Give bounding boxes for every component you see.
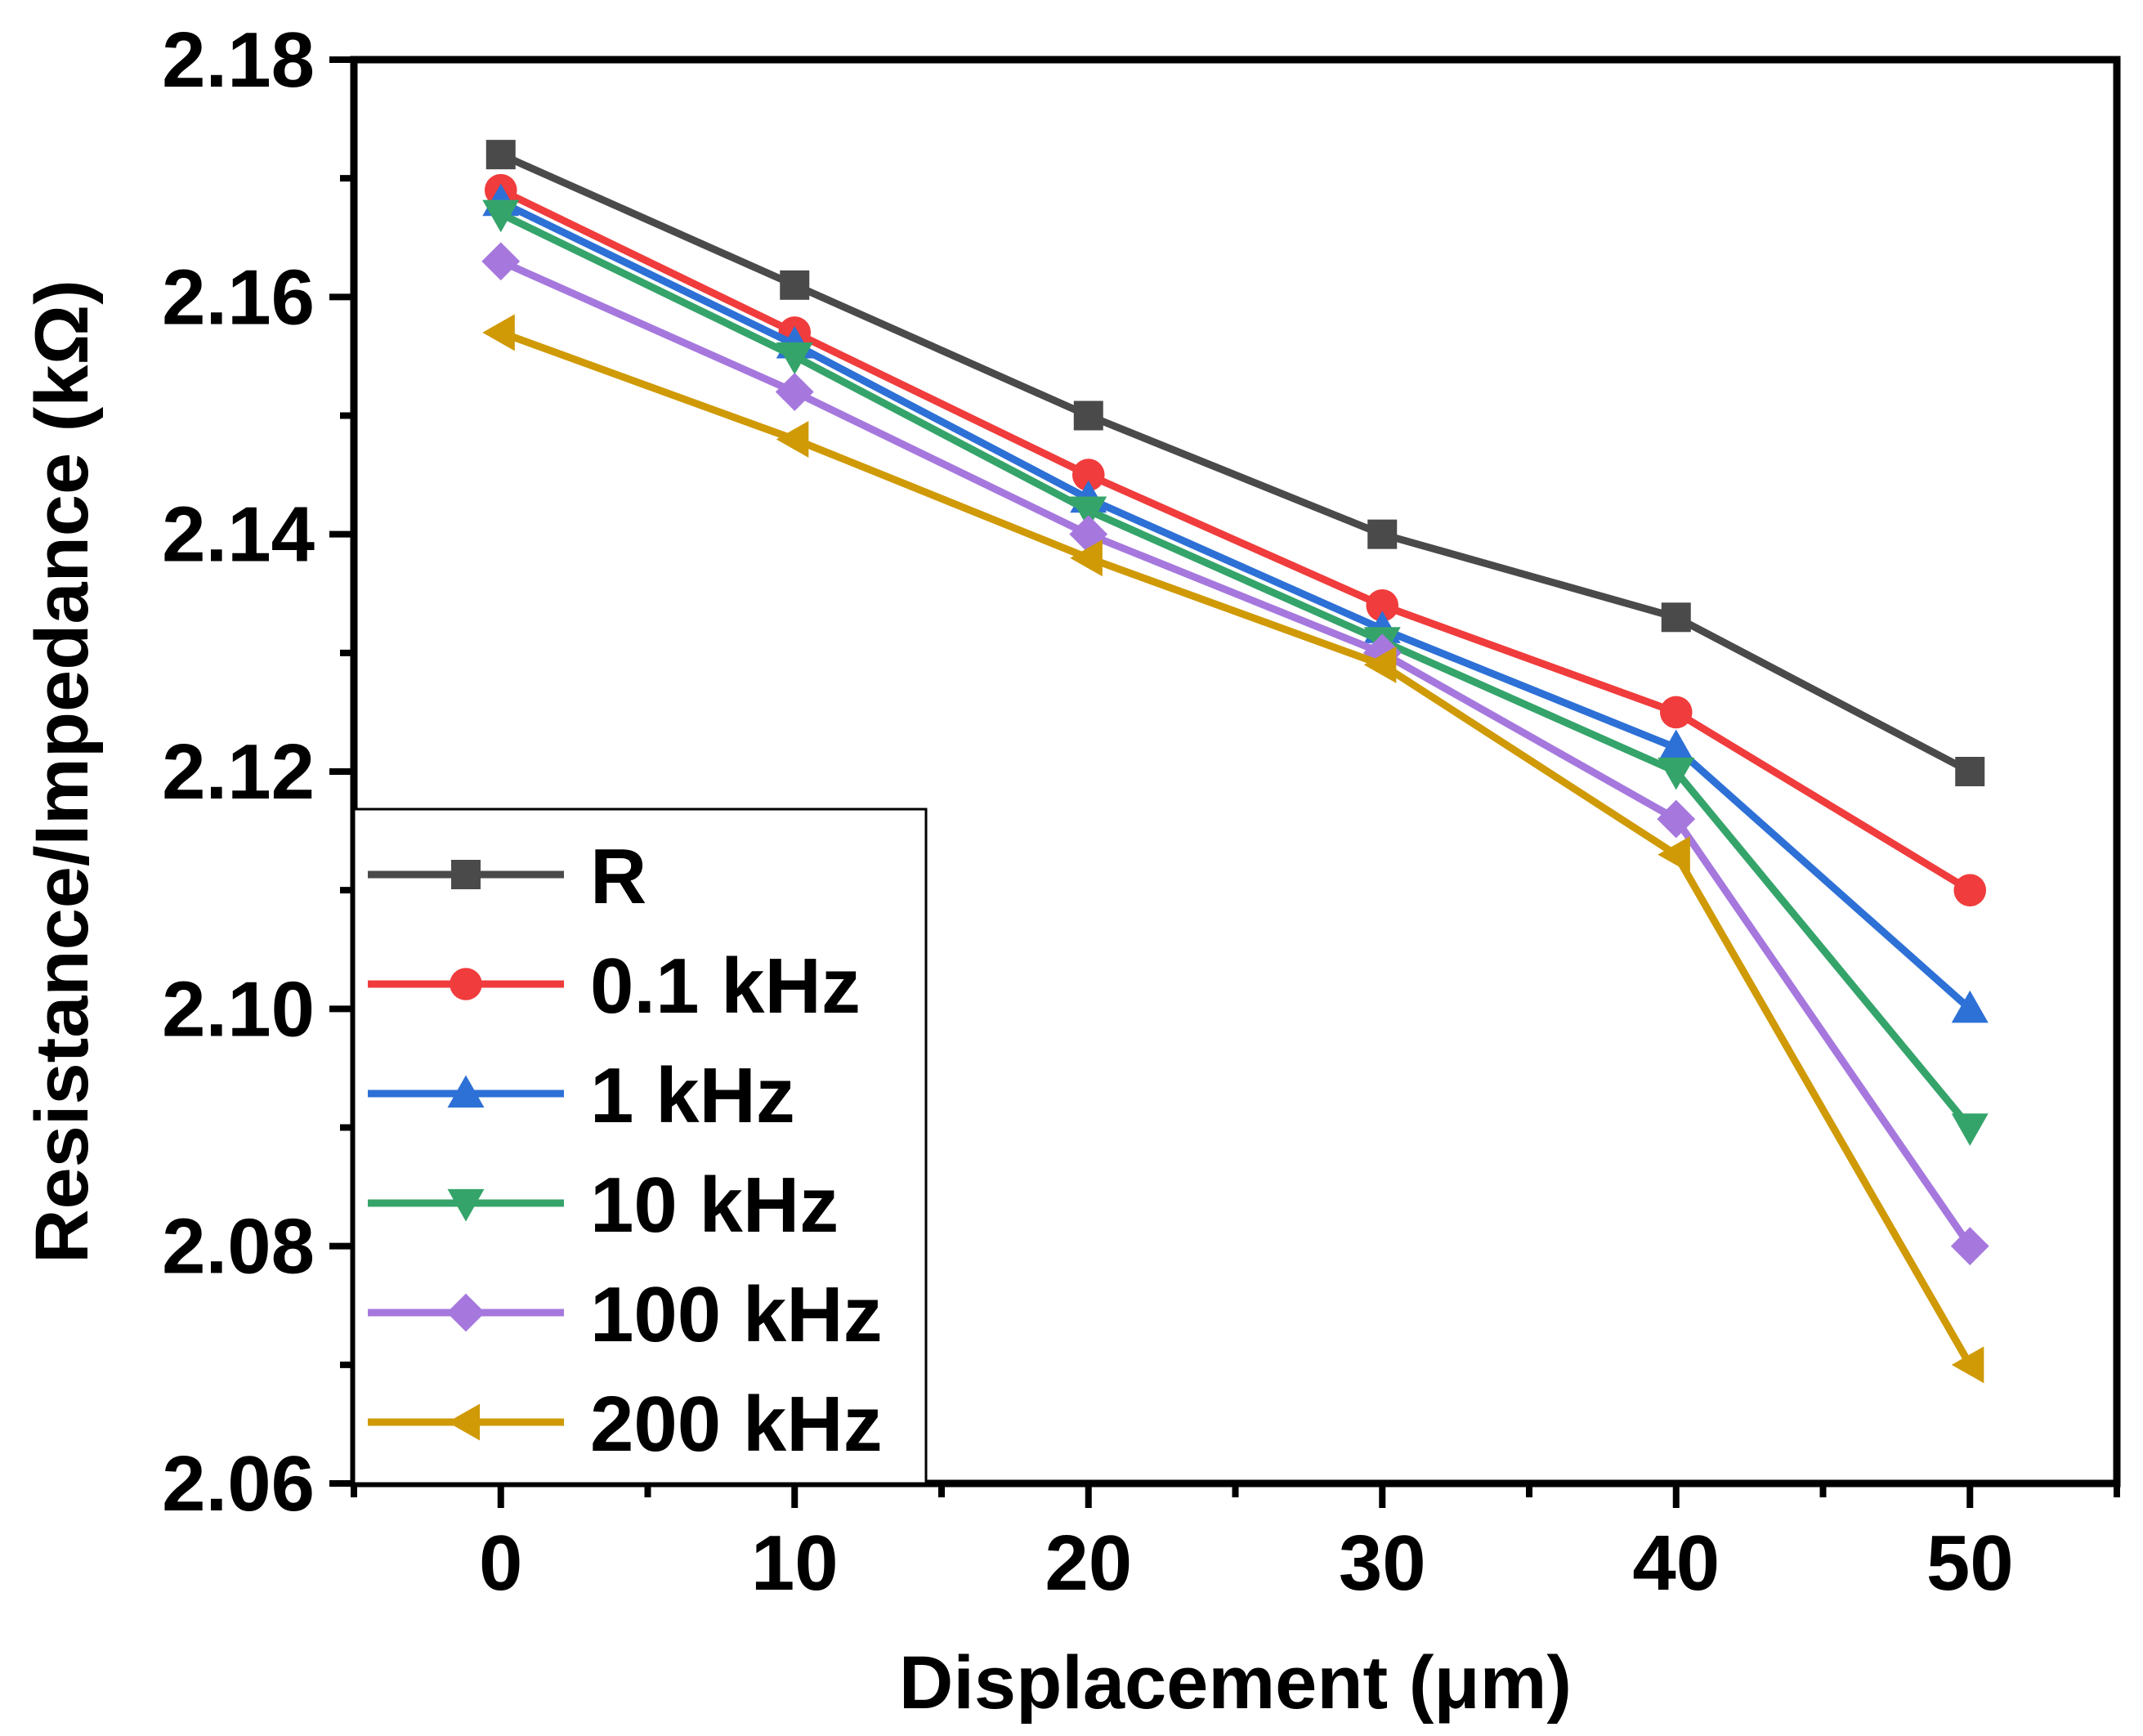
- data-point: [1659, 696, 1693, 729]
- legend-marker: [447, 1403, 481, 1441]
- y-tick-label: 2.08: [162, 1203, 315, 1291]
- y-tick-label: 2.12: [162, 728, 315, 816]
- plot-frame: [350, 56, 2121, 1488]
- y-tick-label: 2.16: [162, 253, 315, 341]
- x-tick-label: 30: [1339, 1519, 1426, 1607]
- legend-item: 200 kHz: [368, 1380, 883, 1468]
- legend-marker: [447, 1075, 485, 1108]
- legend-label: 100 kHz: [590, 1271, 883, 1358]
- series-line: [499, 329, 1974, 1367]
- data-point: [776, 342, 813, 375]
- data-point: [775, 373, 814, 411]
- x-tick-label: 10: [751, 1519, 839, 1607]
- x-axis-label: Displacement (μm): [899, 1641, 1572, 1725]
- series-line: [499, 186, 1972, 894]
- legend-item: 10 kHz: [368, 1161, 839, 1249]
- data-point: [481, 242, 521, 281]
- data-point: [1658, 757, 1695, 790]
- data-point: [1658, 836, 1690, 874]
- data-point: [1951, 990, 1989, 1023]
- data-point: [1953, 874, 1987, 906]
- data-point: [1070, 496, 1107, 530]
- series-line: [499, 210, 1973, 1130]
- legend-label: 1 kHz: [590, 1052, 795, 1139]
- data-point: [1955, 757, 1985, 786]
- x-tick-label: 50: [1926, 1519, 2014, 1607]
- series-10-khz: [482, 199, 1989, 1146]
- legend-label: R: [590, 833, 646, 920]
- legend-marker: [450, 968, 482, 1000]
- legend-box: [352, 808, 928, 1485]
- data-point: [1658, 729, 1695, 763]
- data-point: [1367, 519, 1398, 549]
- y-tick-label: 2.10: [162, 965, 315, 1053]
- series-line: [499, 151, 1972, 775]
- legend-marker: [451, 860, 481, 889]
- series-line: [499, 257, 1973, 1249]
- data-series: [481, 140, 1989, 1384]
- data-point: [780, 270, 810, 300]
- legend-item: 100 kHz: [368, 1271, 883, 1358]
- legend: R 0.1 kHz 1 kHz 10 kHz 100 kHz 200 kHz: [352, 808, 928, 1485]
- data-point: [482, 199, 520, 233]
- data-point: [482, 314, 515, 351]
- series-line: [499, 199, 1973, 1012]
- data-point: [1951, 1346, 1984, 1384]
- legend-marker: [447, 1188, 485, 1222]
- data-point: [1366, 588, 1399, 622]
- data-point: [1073, 400, 1103, 431]
- data-point: [1661, 602, 1691, 633]
- series-200-khz: [482, 314, 1984, 1384]
- y-tick-label: 2.14: [162, 491, 315, 579]
- tick-labels: 0 10 20 30 40 50 2.06 2.08 2.10 2.12 2.14 2.16 2.18: [162, 16, 2013, 1607]
- data-point: [776, 421, 809, 459]
- y-axis-label: Resistance/Impedance (kΩ): [20, 280, 104, 1264]
- legend-item: R: [368, 833, 646, 920]
- legend-item: 0.1 kHz: [368, 942, 861, 1030]
- x-tick-label: 20: [1045, 1519, 1132, 1607]
- legend-label: 10 kHz: [590, 1161, 839, 1249]
- legend-marker: [446, 1293, 485, 1332]
- legend-label: 0.1 kHz: [590, 942, 861, 1030]
- data-point: [1072, 459, 1105, 491]
- data-point: [1363, 646, 1397, 683]
- x-tick-label: 40: [1632, 1519, 1720, 1607]
- data-point: [1070, 539, 1103, 577]
- data-point: [1951, 1113, 1989, 1146]
- x-tick-label: 0: [479, 1519, 522, 1607]
- y-tick-label: 2.06: [162, 1440, 315, 1528]
- data-point: [1950, 1227, 1989, 1266]
- data-point: [485, 140, 516, 170]
- legend-item: 1 kHz: [368, 1052, 795, 1139]
- y-tick-label: 2.18: [162, 16, 315, 104]
- series-r: [485, 140, 1985, 786]
- legend-label: 200 kHz: [590, 1380, 883, 1468]
- data-point: [1657, 799, 1696, 839]
